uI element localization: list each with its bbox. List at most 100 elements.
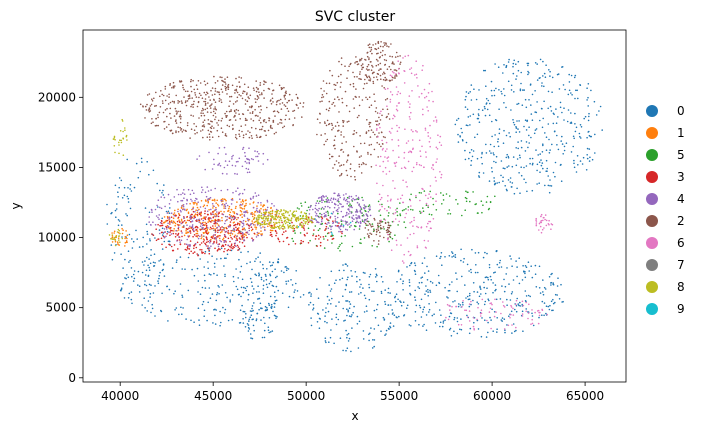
point-cluster-0 — [478, 89, 480, 91]
point-cluster-8 — [271, 216, 273, 219]
point-cluster-4 — [275, 208, 278, 211]
point-cluster-3 — [161, 224, 163, 227]
point-cluster-2 — [164, 99, 167, 102]
point-cluster-6 — [403, 157, 406, 159]
point-cluster-1 — [203, 216, 205, 218]
point-cluster-0 — [510, 84, 513, 87]
point-cluster-4 — [206, 186, 209, 188]
point-cluster-0 — [419, 306, 422, 309]
point-cluster-6 — [479, 312, 482, 315]
point-cluster-2 — [232, 103, 235, 105]
point-cluster-6 — [480, 309, 483, 312]
point-cluster-3 — [303, 229, 306, 231]
point-cluster-0 — [285, 280, 287, 283]
point-cluster-0 — [331, 297, 333, 300]
point-cluster-2 — [146, 103, 148, 106]
point-cluster-3 — [237, 249, 239, 251]
point-cluster-0 — [346, 300, 349, 302]
point-cluster-3 — [168, 243, 170, 246]
point-cluster-4 — [182, 205, 185, 208]
point-cluster-2 — [194, 94, 197, 96]
point-cluster-4 — [208, 247, 211, 249]
point-cluster-6 — [507, 324, 510, 327]
point-cluster-2 — [168, 123, 170, 126]
point-cluster-2 — [327, 109, 330, 112]
point-cluster-0 — [561, 135, 563, 138]
point-cluster-2 — [169, 83, 171, 85]
point-cluster-0 — [247, 324, 250, 326]
point-cluster-2 — [195, 84, 198, 86]
point-cluster-4 — [266, 206, 269, 209]
point-cluster-5 — [327, 214, 330, 217]
point-cluster-0 — [353, 305, 355, 308]
point-cluster-0 — [575, 89, 577, 92]
point-cluster-2 — [161, 100, 164, 102]
point-cluster-2 — [331, 103, 333, 106]
point-cluster-2 — [263, 83, 265, 86]
point-cluster-2 — [349, 63, 352, 66]
point-cluster-4 — [357, 197, 360, 200]
point-cluster-0 — [515, 260, 517, 262]
point-cluster-8 — [304, 212, 307, 215]
point-cluster-4 — [200, 222, 203, 225]
point-cluster-3 — [199, 229, 202, 231]
point-cluster-8 — [279, 210, 281, 213]
point-cluster-0 — [154, 237, 156, 239]
point-cluster-6 — [447, 318, 450, 321]
point-cluster-4 — [194, 242, 197, 245]
point-cluster-2 — [181, 102, 183, 104]
point-cluster-0 — [198, 324, 201, 327]
point-cluster-2 — [387, 224, 390, 226]
point-cluster-6 — [433, 120, 435, 122]
point-cluster-0 — [542, 279, 544, 281]
point-cluster-1 — [111, 241, 114, 243]
point-cluster-4 — [359, 220, 362, 223]
point-cluster-0 — [330, 303, 332, 305]
point-cluster-1 — [241, 216, 243, 218]
point-cluster-4 — [217, 243, 219, 246]
point-cluster-2 — [162, 111, 165, 114]
point-cluster-5 — [368, 204, 371, 206]
point-cluster-0 — [517, 303, 519, 305]
point-cluster-3 — [170, 245, 173, 248]
point-cluster-4 — [210, 245, 212, 247]
point-cluster-3 — [177, 232, 180, 235]
point-cluster-3 — [196, 253, 198, 255]
point-cluster-6 — [427, 197, 429, 200]
point-cluster-3 — [219, 234, 221, 237]
point-cluster-4 — [234, 172, 236, 175]
point-cluster-2 — [260, 128, 263, 131]
point-cluster-4 — [226, 204, 229, 207]
point-cluster-0 — [497, 145, 500, 148]
point-cluster-0 — [144, 274, 147, 276]
point-cluster-3 — [190, 250, 192, 253]
point-cluster-0 — [493, 160, 495, 163]
point-cluster-1 — [253, 221, 256, 223]
y-axis-label: y — [9, 202, 23, 209]
point-cluster-0 — [542, 291, 544, 293]
point-cluster-6 — [405, 212, 408, 215]
point-cluster-2 — [189, 97, 191, 99]
point-cluster-3 — [300, 242, 302, 244]
point-cluster-0 — [148, 283, 151, 286]
point-cluster-0 — [146, 233, 149, 235]
point-cluster-2 — [214, 87, 217, 90]
point-cluster-0 — [515, 126, 517, 128]
point-cluster-0 — [526, 120, 528, 123]
point-cluster-2 — [375, 76, 378, 78]
point-cluster-0 — [153, 253, 156, 255]
point-cluster-5 — [480, 200, 483, 202]
point-cluster-1 — [126, 237, 128, 240]
point-cluster-4 — [247, 219, 249, 222]
point-cluster-2 — [216, 80, 219, 82]
point-cluster-0 — [359, 279, 361, 281]
point-cluster-5 — [341, 242, 343, 245]
point-cluster-6 — [419, 150, 422, 152]
point-cluster-0 — [587, 96, 589, 99]
point-cluster-0 — [496, 182, 499, 184]
point-cluster-4 — [226, 164, 229, 166]
point-cluster-0 — [489, 316, 491, 319]
point-cluster-4 — [209, 241, 211, 244]
point-cluster-0 — [524, 119, 527, 121]
point-cluster-0 — [224, 292, 227, 294]
